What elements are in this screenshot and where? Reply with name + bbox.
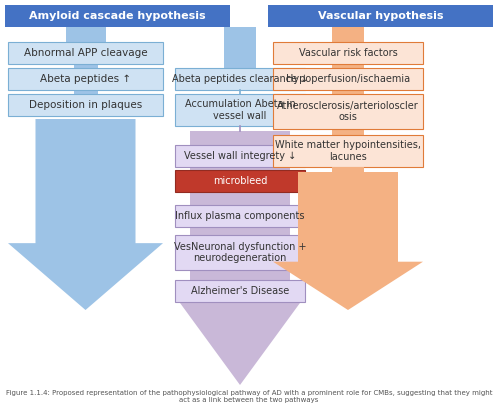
Bar: [273, 68, 423, 90]
Text: Abeta peptides clearance ↓: Abeta peptides clearance ↓: [172, 74, 308, 84]
Polygon shape: [175, 131, 305, 385]
Bar: [332, 129, 364, 135]
Bar: [74, 90, 98, 94]
Text: Hypoperfusion/ischaemia: Hypoperfusion/ischaemia: [286, 74, 410, 84]
Text: Vascular hypothesis: Vascular hypothesis: [318, 11, 443, 21]
Bar: [175, 145, 305, 167]
Text: Influx plasma components: Influx plasma components: [175, 211, 305, 221]
Bar: [175, 68, 305, 90]
Bar: [66, 27, 106, 42]
Bar: [332, 64, 364, 68]
Bar: [224, 27, 256, 68]
Text: Alzheimer's Disease: Alzheimer's Disease: [191, 286, 289, 296]
Bar: [5, 5, 230, 27]
Polygon shape: [273, 172, 423, 310]
Bar: [268, 5, 493, 27]
Text: Vessel wall integrety ↓: Vessel wall integrety ↓: [184, 151, 296, 161]
Bar: [8, 94, 163, 116]
Text: Abeta peptides ↑: Abeta peptides ↑: [40, 74, 131, 84]
Bar: [332, 90, 364, 94]
Bar: [8, 42, 163, 64]
Text: VesNeuronal dysfunction +
neurodegeneration: VesNeuronal dysfunction + neurodegenerat…: [174, 242, 306, 263]
Text: Abnormal APP cleavage: Abnormal APP cleavage: [24, 48, 147, 58]
Bar: [332, 27, 364, 42]
Text: microbleed: microbleed: [213, 176, 267, 186]
Text: White matter hypointensities,
lacunes: White matter hypointensities, lacunes: [275, 140, 421, 162]
Bar: [8, 68, 163, 90]
Text: Atherosclerosis/arterioloscler
osis: Atherosclerosis/arterioloscler osis: [277, 101, 419, 122]
Bar: [273, 42, 423, 64]
Bar: [175, 94, 305, 126]
Text: Vascular risk factors: Vascular risk factors: [299, 48, 397, 58]
Text: Deposition in plaques: Deposition in plaques: [29, 100, 142, 110]
Polygon shape: [8, 119, 163, 310]
Text: Figure 1.1.4: Proposed representation of the pathophysiological pathway of AD wi: Figure 1.1.4: Proposed representation of…: [6, 390, 492, 403]
Bar: [273, 135, 423, 167]
Bar: [175, 205, 305, 227]
Bar: [74, 64, 98, 68]
Bar: [332, 167, 364, 172]
Text: Amyloid cascade hypothesis: Amyloid cascade hypothesis: [29, 11, 206, 21]
Text: Accumulation Abeta in
vessel wall: Accumulation Abeta in vessel wall: [185, 99, 295, 121]
Bar: [175, 280, 305, 302]
Bar: [273, 94, 423, 129]
Bar: [175, 235, 305, 270]
Bar: [175, 170, 305, 192]
